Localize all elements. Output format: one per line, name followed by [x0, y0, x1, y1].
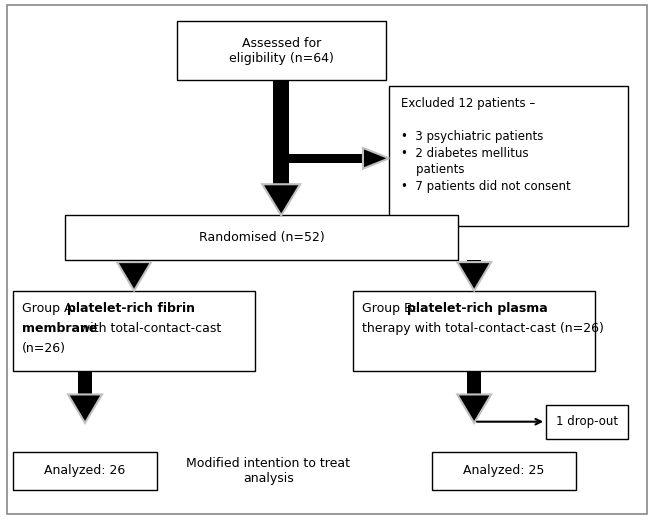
Text: Group A:: Group A:	[22, 302, 80, 315]
Text: Analyzed: 25: Analyzed: 25	[463, 465, 544, 477]
Text: platelet-rich fibrin: platelet-rich fibrin	[67, 302, 195, 315]
FancyBboxPatch shape	[546, 405, 628, 439]
FancyBboxPatch shape	[281, 154, 363, 163]
Text: Modified intention to treat
analysis: Modified intention to treat analysis	[186, 457, 350, 485]
Text: platelet-rich plasma: platelet-rich plasma	[407, 302, 547, 315]
FancyBboxPatch shape	[432, 452, 576, 490]
FancyBboxPatch shape	[467, 371, 481, 394]
Text: 1 drop-out: 1 drop-out	[556, 415, 618, 428]
Text: therapy with total-contact-cast (n=26): therapy with total-contact-cast (n=26)	[362, 322, 604, 335]
FancyBboxPatch shape	[389, 86, 628, 226]
FancyBboxPatch shape	[127, 260, 141, 262]
Text: Excluded 12 patients –

•  3 psychiatric patients
•  2 diabetes mellitus
    pat: Excluded 12 patients – • 3 psychiatric p…	[401, 97, 571, 193]
Text: Analyzed: 26: Analyzed: 26	[44, 465, 126, 477]
Polygon shape	[457, 262, 491, 291]
Text: Randomised (n=52): Randomised (n=52)	[199, 231, 324, 244]
FancyBboxPatch shape	[13, 291, 255, 371]
Text: with total-contact-cast: with total-contact-cast	[76, 322, 221, 335]
FancyBboxPatch shape	[177, 21, 386, 80]
Text: Assessed for
eligibility (n=64): Assessed for eligibility (n=64)	[229, 37, 334, 64]
FancyBboxPatch shape	[65, 215, 458, 260]
FancyBboxPatch shape	[467, 260, 481, 262]
FancyBboxPatch shape	[353, 291, 595, 371]
FancyBboxPatch shape	[78, 371, 92, 394]
Polygon shape	[363, 148, 389, 169]
Polygon shape	[68, 394, 102, 423]
FancyBboxPatch shape	[273, 80, 289, 184]
Polygon shape	[117, 262, 151, 291]
Text: Group B:: Group B:	[362, 302, 421, 315]
Polygon shape	[457, 394, 491, 423]
Polygon shape	[262, 184, 300, 215]
FancyBboxPatch shape	[13, 452, 157, 490]
Text: membrane: membrane	[22, 322, 97, 335]
Text: (n=26): (n=26)	[22, 342, 66, 354]
